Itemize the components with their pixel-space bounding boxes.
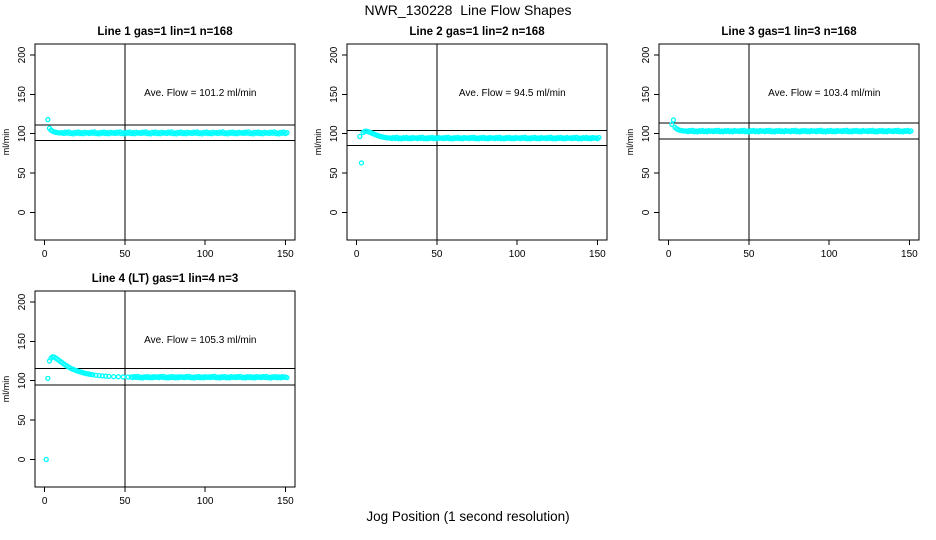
x-tick-label: 100 [197,249,214,260]
panel-title: Line 4 (LT) gas=1 lin=4 n=3 [92,273,238,285]
y-tick-label: 100 [17,125,28,142]
data-point [125,374,131,380]
data-points [45,116,290,137]
plot-frame [34,290,296,488]
data-point [670,117,677,123]
x-tick-label: 0 [354,249,360,260]
panel-svg-line1: 0 50 100 150 0 50 100 150 200 ml/min Line 1 gas=1 … [1,26,296,260]
data-points [669,117,914,135]
y-tick-label: 200 [641,46,652,63]
data-point [45,375,51,382]
y-axis-label: ml/min [1,376,11,403]
y-tick-label: 0 [17,456,28,462]
plot-frame [34,43,296,241]
data-point [106,373,112,380]
data-point [102,373,109,379]
plot-frame [346,43,608,241]
panel-title: Line 3 gas=1 lin=3 n=168 [721,26,857,38]
plot-frame [658,43,920,241]
y-axis-label: ml/min [625,129,635,156]
y-tick-label: 100 [329,125,340,142]
subplot-line4: 0 50 100 150 0 50 100 150 200 ml/min Line 4 (LT) g… [0,267,312,514]
y-tick-label: 150 [17,333,28,350]
y-tick-label: 0 [17,209,28,215]
y-axis-label: ml/min [313,129,323,156]
data-point [596,134,602,141]
y-tick-label: 50 [641,167,652,179]
y-tick-label: 50 [17,167,28,179]
x-tick-label: 0 [42,249,48,260]
data-point [90,372,96,378]
y-tick-label: 50 [17,414,28,426]
x-tick-label: 150 [901,249,918,260]
data-point [45,116,51,123]
x-tick-label: 100 [197,496,214,507]
y-tick-label: 100 [641,125,652,142]
panel-svg-line4: 0 50 100 150 0 50 100 150 200 ml/min Line 4 (LT) g… [1,273,296,507]
y-tick-label: 150 [329,86,340,103]
y-axis-label: ml/min [1,129,11,156]
y-tick-label: 200 [329,46,340,63]
y-tick-label: 150 [17,86,28,103]
data-point [358,160,365,166]
panel-svg-line2: 0 50 100 150 0 50 100 150 200 ml/min Line 2 gas=1 … [313,26,608,260]
data-points [43,354,290,463]
y-tick-label: 150 [641,86,652,103]
data-point [669,121,675,127]
ave-flow-annotation: Ave. Flow = 101.2 ml/min [144,88,256,99]
x-tick-label: 50 [119,496,131,507]
data-point [115,374,122,380]
data-points [357,128,602,166]
data-point [120,374,126,380]
y-tick-label: 100 [17,372,28,389]
ave-flow-annotation: Ave. Flow = 103.4 ml/min [768,88,880,99]
main-title: NWR_130228 Line Flow Shapes [364,2,572,18]
data-point [43,456,49,463]
ave-flow-annotation: Ave. Flow = 94.5 ml/min [459,88,566,99]
x-axis-label: Jog Position (1 second resolution) [366,509,570,524]
subplot-line2: 0 50 100 150 0 50 100 150 200 ml/min Line 2 gas=1 … [312,20,624,267]
y-tick-label: 0 [641,209,652,215]
subplot-line1: 0 50 100 150 0 50 100 150 200 ml/min Line 1 gas=1 … [0,20,312,267]
x-tick-label: 0 [42,496,48,507]
x-tick-label: 150 [277,496,294,507]
panel-svg-line3: 0 50 100 150 0 50 100 150 200 ml/min Line 3 gas=1 … [625,26,920,260]
y-tick-label: 200 [17,293,28,310]
x-tick-label: 100 [509,249,526,260]
x-tick-label: 50 [743,249,755,260]
data-point [284,130,290,136]
ave-flow-annotation: Ave. Flow = 105.3 ml/min [144,335,256,346]
x-tick-label: 150 [277,249,294,260]
data-point [284,374,290,381]
y-tick-label: 0 [329,209,340,215]
x-tick-label: 0 [666,249,672,260]
data-point [99,373,106,379]
data-point [908,128,914,134]
panel-title: Line 1 gas=1 lin=1 n=168 [97,26,233,38]
data-point [96,372,102,379]
subplot-line3: 0 50 100 150 0 50 100 150 200 ml/min Line 3 gas=1 … [624,20,936,267]
x-tick-label: 150 [589,249,606,260]
x-tick-label: 50 [119,249,131,260]
data-point [110,373,117,380]
data-point [357,133,363,140]
panel-title: Line 2 gas=1 lin=2 n=168 [409,26,545,38]
y-tick-label: 200 [17,46,28,63]
x-tick-label: 100 [821,249,838,260]
y-tick-label: 50 [329,167,340,179]
x-tick-label: 50 [431,249,443,260]
data-point [93,372,99,378]
